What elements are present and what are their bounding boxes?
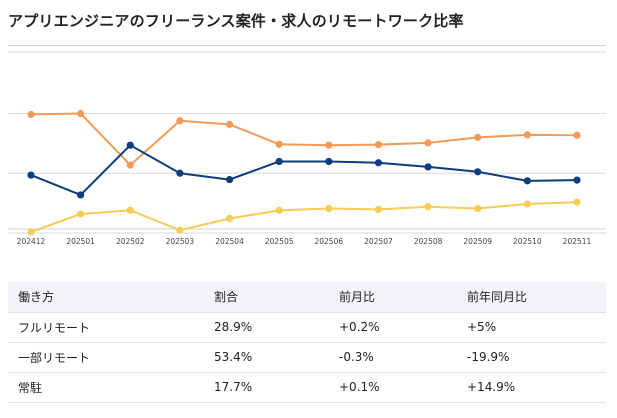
year-change-cell: +5% — [467, 320, 497, 334]
header-year-change: 前年同月比 — [467, 290, 528, 305]
month-change-cell: -0.3% — [339, 350, 374, 364]
header-work-style: 働き方 — [18, 290, 55, 305]
ratio-cell: 28.9% — [214, 320, 253, 334]
data-point — [523, 177, 531, 185]
x-tick-label: 202504 — [215, 237, 244, 246]
data-point — [225, 175, 234, 184]
data-point — [27, 171, 35, 179]
x-tick-label: 202508 — [414, 237, 443, 246]
title-divider — [8, 45, 606, 46]
data-point — [77, 210, 85, 218]
x-tick-label: 202511 — [563, 237, 592, 246]
data-point — [126, 141, 134, 149]
data-point — [325, 157, 333, 166]
series-line-1 — [30, 144, 578, 196]
x-tick-label: 202509 — [463, 237, 492, 246]
x-tick-label: 202505 — [265, 237, 294, 246]
data-point — [225, 214, 234, 223]
x-tick-label: 202503 — [166, 237, 195, 246]
data-point — [523, 200, 531, 208]
data-point — [424, 163, 432, 171]
data-point — [27, 228, 35, 236]
data-point — [27, 110, 35, 119]
month-change-cell: +0.1% — [339, 380, 380, 394]
data-point — [176, 169, 184, 177]
data-point — [126, 161, 134, 169]
data-point — [523, 131, 531, 139]
header-ratio: 割合 — [214, 290, 239, 305]
data-point — [275, 157, 283, 166]
data-point — [225, 120, 234, 128]
x-tick-label: 202412 — [17, 237, 46, 246]
data-point — [176, 117, 184, 125]
series-line-0 — [30, 112, 578, 167]
data-point — [275, 140, 283, 148]
work-style-cell: 一部リモート — [18, 350, 91, 365]
table-row: 常駐 17.7% +0.1% +14.9% — [8, 372, 606, 402]
data-point — [275, 206, 283, 214]
data-point — [424, 139, 432, 147]
data-point — [573, 176, 581, 184]
x-tick-label: 202506 — [314, 237, 343, 246]
chart-title: アプリエンジニアのフリーランス案件・求人のリモートワーク比率 — [8, 12, 464, 30]
x-tick-label: 202502 — [116, 237, 145, 246]
x-tick-label: 202501 — [66, 237, 95, 246]
data-point — [424, 203, 432, 211]
data-point — [374, 205, 383, 214]
data-point — [374, 141, 383, 149]
data-point — [77, 109, 85, 118]
data-point — [77, 191, 85, 199]
x-tick-label: 202507 — [364, 237, 393, 246]
work-style-cell: 常駐 — [18, 380, 43, 395]
data-point — [325, 204, 333, 213]
year-change-cell: +14.9% — [467, 380, 516, 394]
month-change-cell: +0.2% — [339, 320, 380, 334]
table-header-row: 働き方 割合 前月比 前年同月比 — [8, 282, 606, 312]
data-point — [474, 168, 482, 176]
x-tick-label: 202510 — [513, 237, 542, 246]
data-point — [176, 226, 184, 234]
data-point — [573, 198, 581, 206]
data-point — [126, 206, 134, 214]
table-row: 一部リモート 53.4% -0.3% -19.9% — [8, 342, 606, 372]
table-row: フルリモート 28.9% +0.2% +5% — [8, 312, 606, 342]
work-style-table: 働き方 割合 前月比 前年同月比 フルリモート 28.9% +0.2% +5% … — [8, 282, 606, 403]
ratio-cell: 17.7% — [214, 380, 253, 394]
line-chart: 202412 202501 202502 202503 202504 202505 2025… — [8, 51, 606, 246]
header-month-change: 前月比 — [339, 290, 376, 305]
series-line-2 — [30, 201, 578, 233]
year-change-cell: -19.9% — [467, 350, 510, 364]
ratio-cell: 53.4% — [214, 350, 253, 364]
data-point — [474, 133, 482, 142]
work-style-cell: フルリモート — [18, 320, 91, 335]
data-point — [573, 131, 581, 139]
data-point — [374, 159, 383, 167]
data-point — [474, 204, 482, 213]
data-point — [325, 141, 333, 149]
